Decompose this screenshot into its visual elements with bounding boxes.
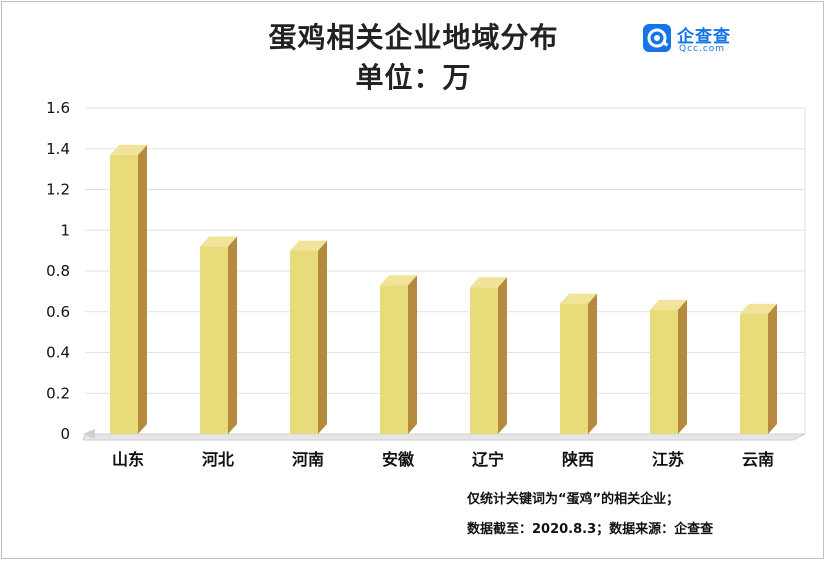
bar: [650, 309, 678, 434]
x-category-label: 安徽: [382, 450, 415, 469]
logo-sub: Qcc.com: [679, 44, 726, 54]
bar-top: [200, 236, 237, 247]
bar-top: [740, 303, 777, 314]
bar-side: [408, 275, 417, 434]
y-tick-label: 1: [60, 221, 70, 239]
qcc-logo: 企查查 Qcc.com: [643, 22, 753, 58]
bar: [200, 246, 228, 434]
qcc-logo-icon: [643, 24, 671, 52]
bar-side: [318, 240, 327, 434]
bar-top: [110, 144, 147, 155]
bar-top: [290, 240, 327, 251]
x-category-label: 陕西: [562, 450, 594, 469]
bar-side: [768, 303, 777, 434]
bar-top: [560, 293, 597, 304]
bar-top: [380, 275, 417, 286]
chart-floor: [82, 433, 806, 441]
bar: [560, 303, 588, 434]
y-tick-label: 0.8: [46, 262, 70, 280]
y-tick-label: 0.2: [46, 384, 70, 402]
bar-side: [228, 236, 237, 434]
x-axis-arrow: [83, 429, 95, 439]
y-tick-label: 0.6: [46, 303, 70, 321]
logo-name: 企查查: [677, 27, 731, 47]
footnote-source: 数据截至：2020.8.3；数据来源：企查查: [467, 522, 714, 537]
x-category-label: 河南: [292, 450, 324, 469]
x-category-label: 辽宁: [472, 450, 504, 469]
chart-unit-label: 单位：万: [355, 61, 472, 94]
y-tick-label: 1.2: [46, 181, 70, 199]
y-tick-label: 0.4: [46, 344, 70, 362]
x-category-label: 江苏: [652, 450, 684, 469]
y-tick-label: 0: [60, 425, 70, 443]
y-tick-label: 1.4: [46, 140, 70, 158]
chart-title: 蛋鸡相关企业地域分布: [268, 21, 559, 54]
bar-side: [138, 144, 147, 435]
bar-side: [588, 293, 597, 434]
x-category-label: 河北: [202, 450, 234, 469]
x-category-label: 山东: [112, 450, 144, 469]
footnote-scope: 仅统计关键词为“蛋鸡”的相关企业；: [467, 492, 680, 507]
y-tick-label: 1.6: [46, 99, 70, 117]
bar-top: [470, 277, 507, 288]
bar: [470, 287, 498, 434]
bar-side: [498, 277, 507, 434]
bar: [740, 313, 768, 434]
bar-top: [650, 299, 687, 310]
x-category-label: 云南: [742, 450, 774, 469]
bar: [110, 154, 138, 435]
bar: [380, 285, 408, 434]
bar-side: [678, 299, 687, 434]
bar: [290, 250, 318, 434]
